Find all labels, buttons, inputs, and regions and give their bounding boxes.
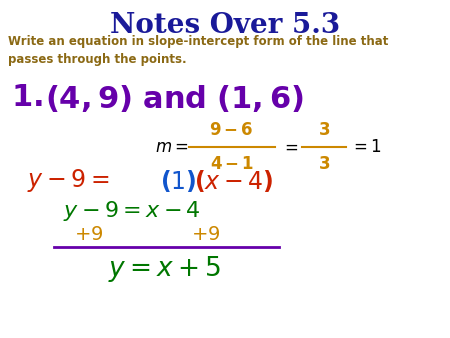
Text: Notes Over 5.3: Notes Over 5.3 [110,12,340,39]
Text: Write an equation in slope-intercept form of the line that
passes through the po: Write an equation in slope-intercept for… [8,35,388,67]
Text: $\mathbf{(}\mathit{x}-4\mathbf{)}$: $\mathbf{(}\mathit{x}-4\mathbf{)}$ [194,168,273,194]
Text: $\mathbf{3}$: $\mathbf{3}$ [318,121,330,139]
Text: $\mathbf{9 - 6}$: $\mathbf{9 - 6}$ [209,121,254,139]
Text: $\mathit{y}-9=\mathit{x}-4$: $\mathit{y}-9=\mathit{x}-4$ [63,199,201,223]
Text: $+9$: $+9$ [74,225,104,244]
Text: $\mathbf{1.}$: $\mathbf{1.}$ [11,83,43,112]
Text: $= 1$: $= 1$ [350,138,382,156]
Text: $\mathit{y}-9=$: $\mathit{y}-9=$ [27,167,109,194]
Text: $\mathbf{(4,9)}$ $\mathbf{and}$ $\mathbf{(1,6)}$: $\mathbf{(4,9)}$ $\mathbf{and}$ $\mathbf… [45,83,304,114]
Text: $=$: $=$ [281,138,299,156]
Text: $m =$: $m =$ [155,138,189,156]
Text: $\mathbf{3}$: $\mathbf{3}$ [318,155,330,173]
Text: $\mathit{y}=\mathit{x}+5$: $\mathit{y}=\mathit{x}+5$ [108,254,221,284]
Text: $\mathbf{4 - 1}$: $\mathbf{4 - 1}$ [210,155,254,173]
Text: $+9$: $+9$ [191,225,220,244]
Text: $\mathbf{(}1\mathbf{)}$: $\mathbf{(}1\mathbf{)}$ [160,168,196,194]
